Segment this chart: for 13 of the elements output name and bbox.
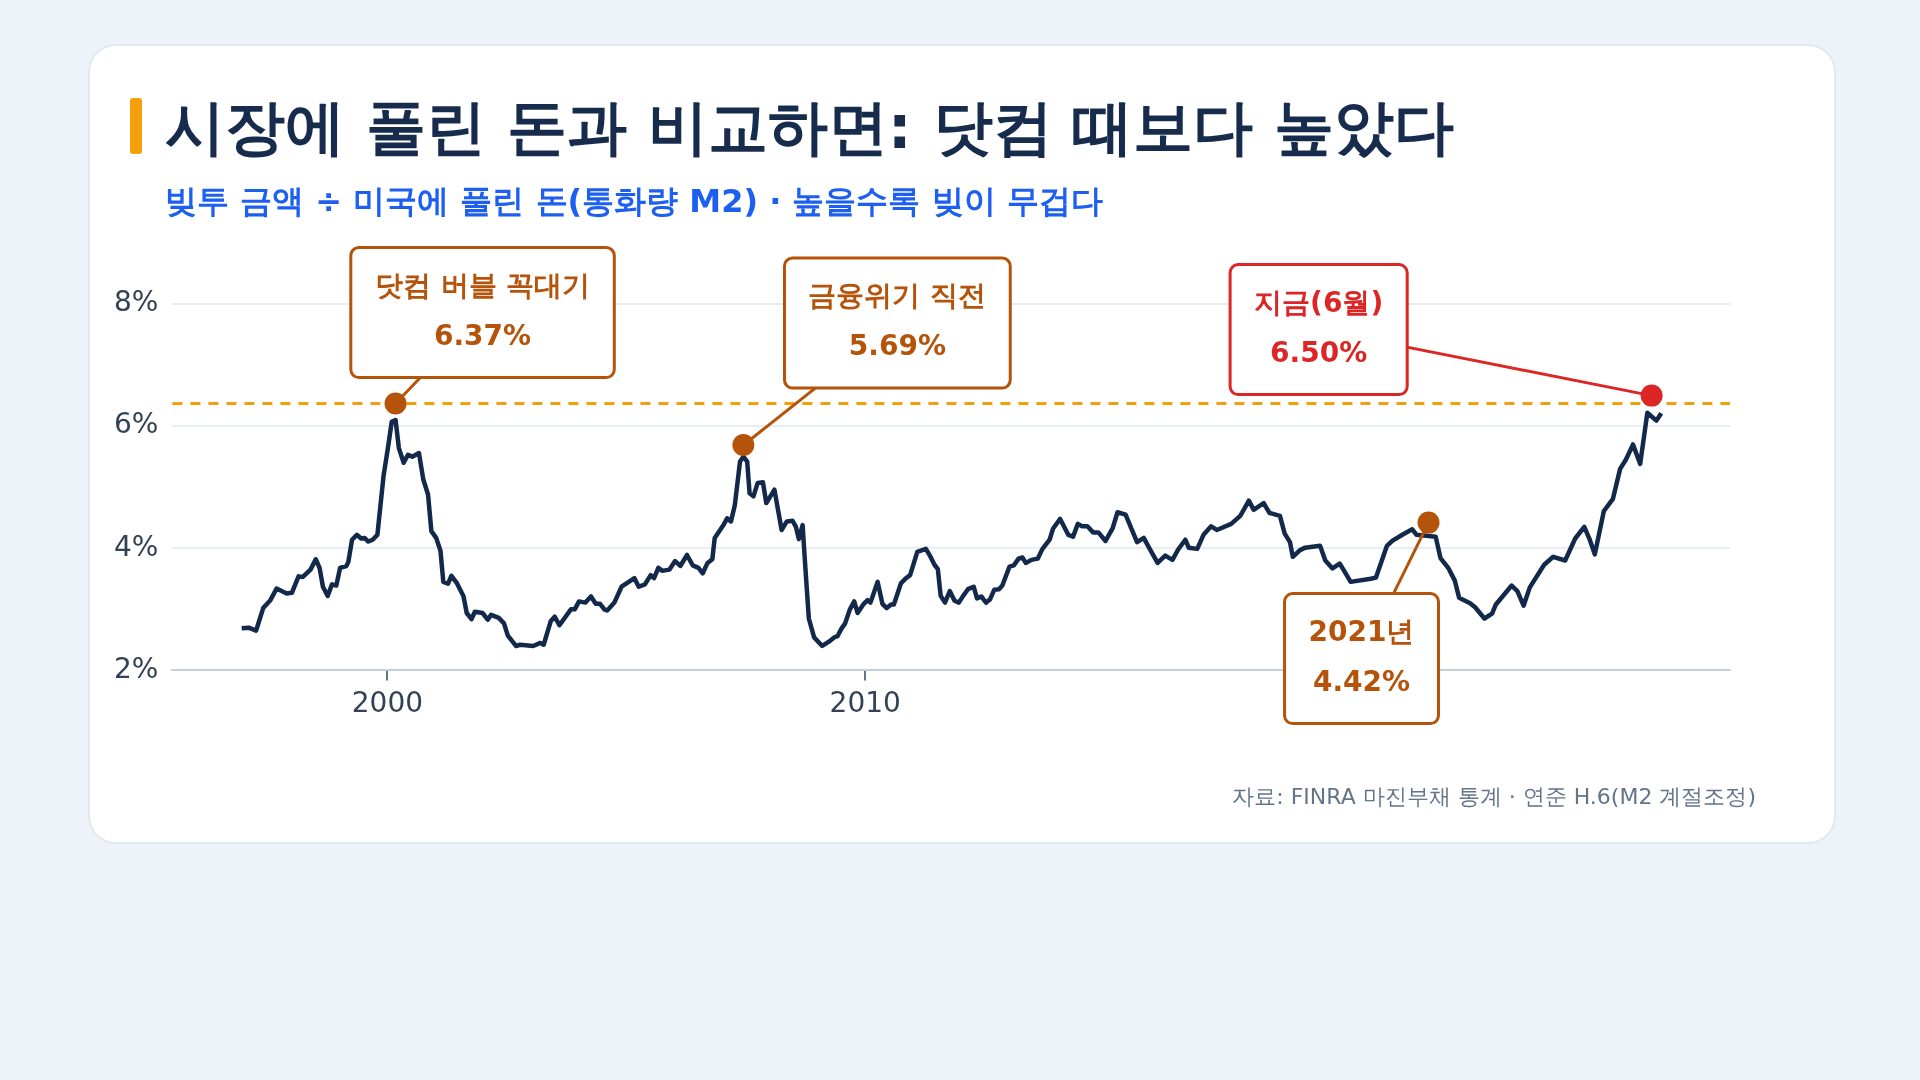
y-tick-label: 2%: [114, 651, 159, 685]
x-tick-label: 2010: [829, 686, 901, 720]
y-tick-label: 4%: [114, 529, 159, 563]
annotation: 금융위기 직전 5.69%: [808, 279, 987, 363]
y-tick-label: 6%: [114, 407, 159, 441]
chart-title: 시장에 풀린 돈과 비교하면: 닷컴 때보다 높았다: [165, 91, 1455, 164]
x-tick-label: 2000: [351, 686, 424, 720]
annotation: 닷컴 버블 꼭대기 6.37%: [374, 268, 591, 352]
annotation: 2021년 4.42%: [1308, 614, 1415, 698]
y-tick-label: 8%: [114, 285, 159, 319]
chart-subtitle: 빚투 금액 ÷ 미국에 풀린 돈(통화량 M2) · 높을수록 빚이 무겁다: [165, 181, 1103, 222]
text: 자료: FINRA 마진부채 통계 · 연준 H.6(M2 계절조정): [1232, 783, 1756, 811]
annotation: 지금(6월) 6.50%: [1254, 285, 1384, 369]
